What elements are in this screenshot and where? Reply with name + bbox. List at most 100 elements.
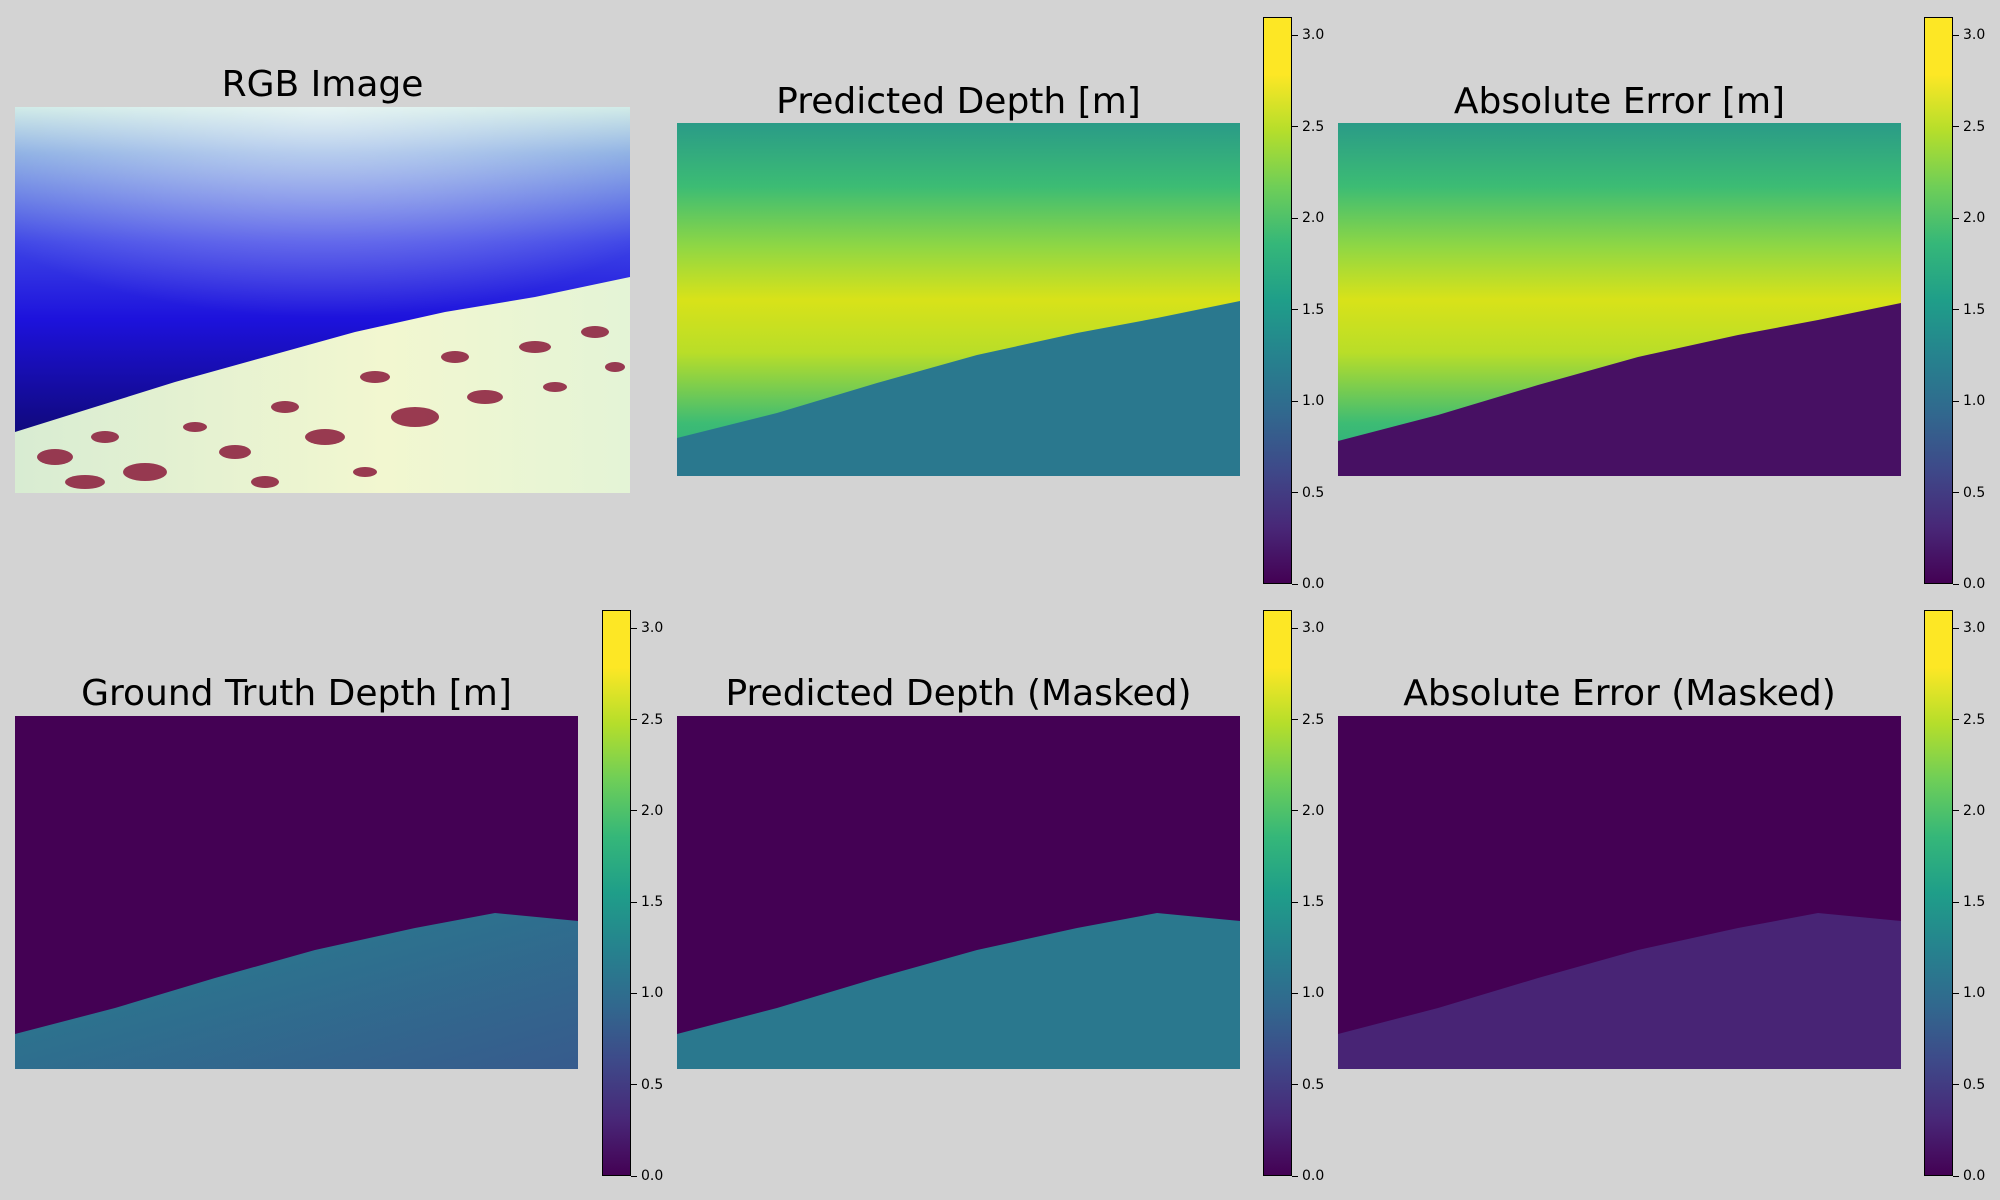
colorbar-tick: 1.5: [1953, 302, 1985, 318]
colorbar-tick-mark: [1953, 719, 1959, 721]
colorbar-tick-mark: [1292, 126, 1298, 128]
colorbar-tick-mark: [1953, 126, 1959, 128]
ground-truth-depth-map: [15, 716, 578, 1069]
colorbar-tick: 3.0: [1953, 27, 1985, 43]
colorbar-tick-label: 3.0: [1963, 27, 1986, 44]
colorbar-tick-label: 2.0: [1963, 210, 1986, 227]
colorbar-tick-label: 0.5: [1302, 484, 1325, 501]
colorbar-tick-label: 2.5: [1302, 118, 1325, 135]
colorbar-tick: 2.0: [1953, 210, 1985, 226]
predicted-depth-masked-map: [677, 716, 1240, 1069]
colorbar-ticks-predicted-depth-masked: 0.0 0.5 1.0 1.5 2.0 2.5 3.0: [1292, 0, 1352, 1200]
colorbar-tick-label: 2.0: [1963, 802, 1986, 819]
colorbar-tick: 0.5: [1953, 1077, 1985, 1093]
colorbar-ticks-absolute-error: 0.0 0.5 1.0 1.5 2.0 2.5 3.0: [1953, 0, 2000, 1200]
colorbar-tick-label: 1.5: [1963, 894, 1986, 911]
colorbar-tick: 3.0: [1292, 620, 1324, 636]
colorbar-tick-mark: [631, 627, 637, 629]
colorbar-tick-mark: [631, 719, 637, 721]
colorbar-tick-mark: [1953, 627, 1959, 629]
colorbar-tick-label: 1.0: [1963, 985, 1986, 1002]
colorbar-tick-label: 1.5: [1302, 301, 1325, 318]
colorbar-tick-mark: [1292, 309, 1298, 311]
colorbar-tick-label: 0.5: [1963, 1076, 1986, 1093]
colorbar-tick: 1.0: [1953, 985, 1985, 1001]
colorbar-absolute-error: [1924, 17, 1953, 584]
colorbar-tick: 2.0: [1953, 803, 1985, 819]
colorbar-tick-mark: [1292, 492, 1298, 494]
colorbar-tick-label: 0.0: [1963, 1168, 1986, 1184]
colorbar-tick-label: 2.5: [641, 711, 664, 728]
colorbar-tick: 2.5: [631, 712, 663, 728]
colorbar-ticks-absolute-error-masked: 0.0 0.5 1.0 1.5 2.0 2.5 3.0: [1953, 0, 2000, 1200]
colorbar-tick-label: 0.0: [1302, 1168, 1325, 1184]
colorbar-tick: 1.5: [1292, 894, 1324, 910]
colorbar-tick: 1.5: [631, 894, 663, 910]
colorbar-tick-mark: [1292, 992, 1298, 994]
colorbar-tick-label: 1.5: [641, 894, 664, 911]
colorbar-tick-mark: [1953, 309, 1959, 311]
colorbar-tick-mark: [1292, 34, 1298, 36]
colorbar-tick: 2.0: [1292, 210, 1324, 226]
colorbar-tick-label: 2.0: [641, 802, 664, 819]
colorbar-predicted-depth-masked: [1263, 610, 1292, 1176]
colorbar-tick-mark: [631, 901, 637, 903]
colorbar-tick-label: 0.0: [641, 1168, 664, 1184]
colorbar-tick-mark: [1292, 583, 1298, 585]
colorbar-tick-label: 0.5: [1302, 1076, 1325, 1093]
colorbar-tick: 3.0: [631, 620, 663, 636]
colorbar-tick-mark: [1292, 719, 1298, 721]
colorbar-tick-label: 2.0: [1302, 802, 1325, 819]
colorbar-tick-label: 1.0: [1302, 985, 1325, 1002]
colorbar-tick-mark: [631, 992, 637, 994]
colorbar-tick-mark: [1953, 400, 1959, 402]
colorbar-tick-label: 2.5: [1963, 118, 1986, 135]
colorbar-tick-label: 0.5: [641, 1076, 664, 1093]
colorbar-tick-mark: [1292, 1084, 1298, 1086]
colorbar-tick-mark: [631, 1175, 637, 1177]
absolute-error-map: [1338, 123, 1901, 476]
colorbar-ground-truth: [602, 610, 631, 1176]
colorbar-tick-label: 3.0: [641, 620, 664, 637]
colorbar-tick-label: 2.0: [1302, 210, 1325, 227]
colorbar-ticks-ground-truth: 0.0 0.5 1.0 1.5 2.0 2.5 3.0: [631, 0, 691, 1200]
colorbar-tick-label: 1.0: [1302, 393, 1325, 410]
colorbar-tick: 3.0: [1292, 27, 1324, 43]
colorbar-tick: 0.0: [1292, 576, 1324, 592]
colorbar-tick: 1.0: [1292, 393, 1324, 409]
colorbar-tick: 2.5: [1953, 712, 1985, 728]
colorbar-tick-label: 2.5: [1963, 711, 1986, 728]
title-ground-truth: Ground Truth Depth [m]: [81, 673, 512, 714]
colorbar-tick: 1.0: [1292, 985, 1324, 1001]
colorbar-tick: 1.0: [631, 985, 663, 1001]
colorbar-absolute-error-masked: [1924, 610, 1953, 1176]
absolute-error-masked-map: [1338, 716, 1901, 1069]
colorbar-tick-mark: [1953, 492, 1959, 494]
colorbar-tick-mark: [1292, 1175, 1298, 1177]
title-predicted-depth: Predicted Depth [m]: [776, 81, 1141, 122]
colorbar-tick-mark: [1292, 217, 1298, 219]
colorbar-tick-mark: [631, 1084, 637, 1086]
colorbar-tick-mark: [1953, 810, 1959, 812]
colorbar-tick-mark: [631, 810, 637, 812]
colorbar-tick-mark: [1953, 34, 1959, 36]
colorbar-tick-label: 3.0: [1302, 620, 1325, 637]
colorbar-tick: 0.0: [631, 1168, 663, 1184]
colorbar-tick: 0.5: [1292, 1077, 1324, 1093]
colorbar-tick-mark: [1953, 901, 1959, 903]
colorbar-tick-mark: [1292, 901, 1298, 903]
colorbar-tick: 1.5: [1953, 894, 1985, 910]
colorbar-tick: 0.0: [1953, 576, 1985, 592]
colorbar-tick: 2.5: [1292, 119, 1324, 135]
colorbar-tick: 0.5: [1292, 485, 1324, 501]
colorbar-tick-mark: [1953, 583, 1959, 585]
colorbar-tick: 0.5: [631, 1077, 663, 1093]
colorbar-tick-label: 0.0: [1302, 576, 1325, 592]
colorbar-tick-mark: [1292, 627, 1298, 629]
colorbar-tick: 3.0: [1953, 620, 1985, 636]
colorbar-tick: 2.5: [1292, 712, 1324, 728]
title-rgb: RGB Image: [221, 64, 424, 105]
colorbar-tick-label: 3.0: [1963, 620, 1986, 637]
colorbar-tick-mark: [1953, 217, 1959, 219]
colorbar-tick: 2.0: [631, 803, 663, 819]
